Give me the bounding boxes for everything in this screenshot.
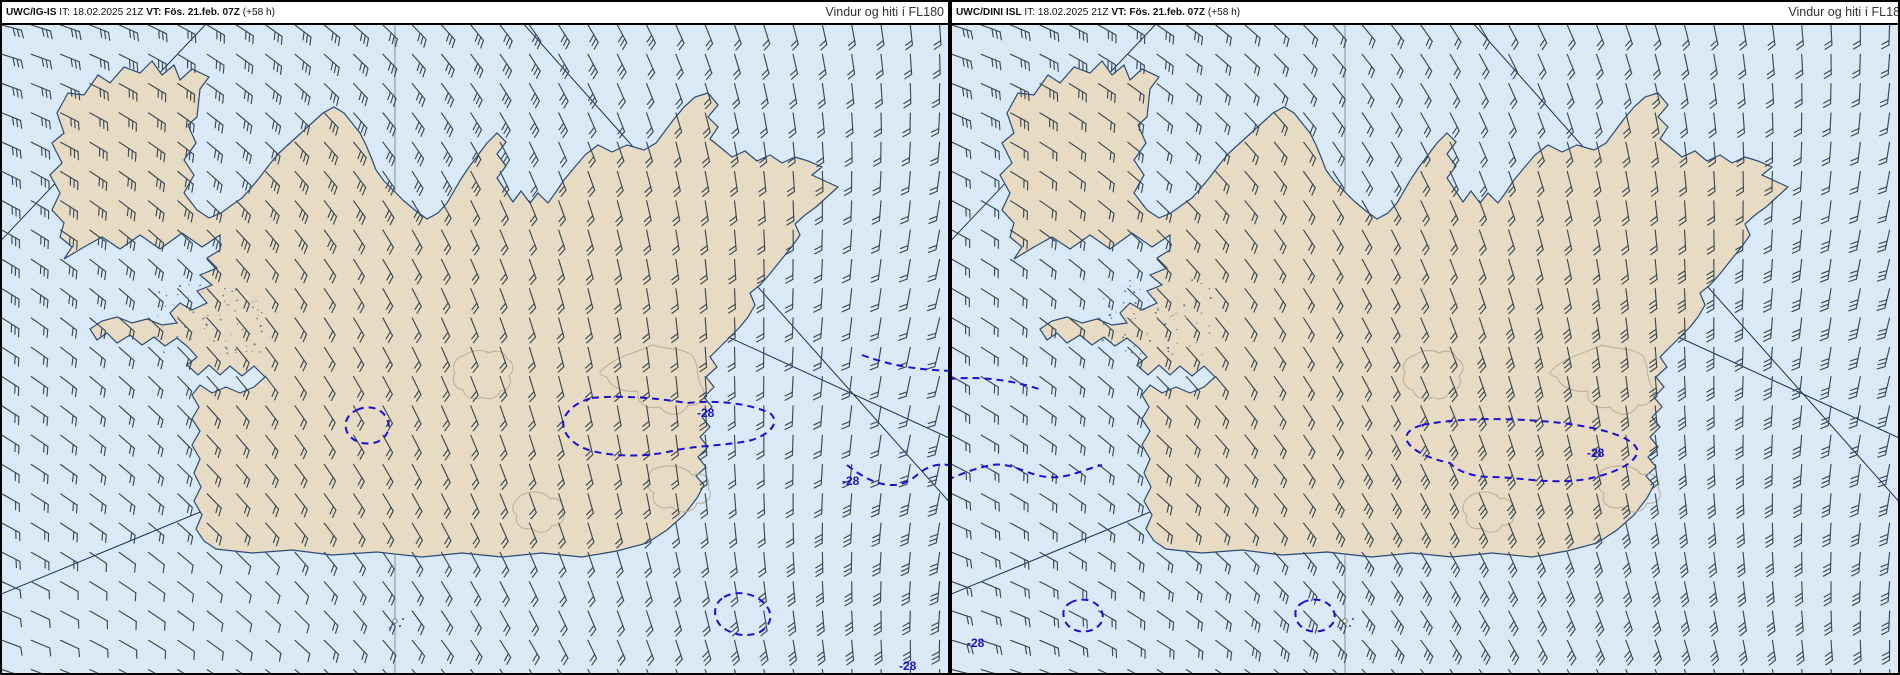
svg-text:-28: -28	[842, 474, 860, 488]
svg-text:-28: -28	[697, 406, 715, 420]
svg-text:-28: -28	[899, 659, 917, 673]
